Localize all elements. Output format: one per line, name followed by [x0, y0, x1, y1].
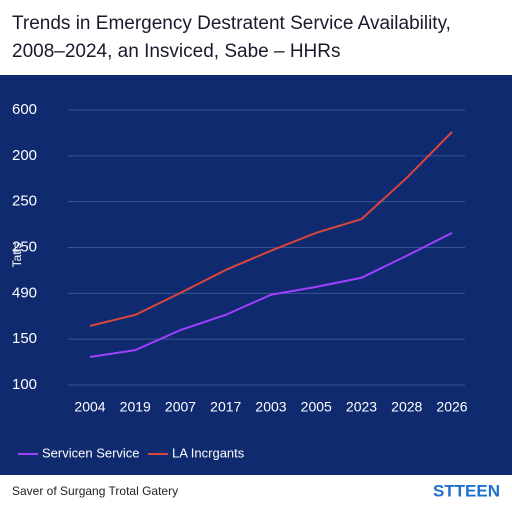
y-tick-label: 250 — [12, 238, 37, 255]
chart-title: Trends in Emergency Destratent Service A… — [12, 13, 451, 34]
x-tick-label: 2017 — [210, 399, 241, 415]
brand: STTEEN — [433, 481, 500, 500]
chart-subtitle: 2008–2024, an Insviced, Sabe – HHRs — [12, 41, 341, 62]
x-tick-label: 2026 — [436, 399, 467, 415]
footer: Saver of Surgang Trotal Gatery — [12, 484, 178, 498]
x-tick-label: 2003 — [255, 399, 286, 415]
x-tick-label: 2019 — [120, 399, 151, 415]
y-tick-label: 490 — [12, 284, 37, 301]
legend-label: Servicen Service — [42, 445, 140, 460]
legend-label: LA Incrgants — [172, 445, 245, 460]
x-tick-label: 2023 — [346, 399, 377, 415]
x-tick-label: 2004 — [74, 399, 105, 415]
y-tick-label: 100 — [12, 376, 37, 393]
x-tick-label: 2005 — [301, 399, 332, 415]
data-line — [89, 231, 453, 359]
y-tick-label: 600 — [12, 101, 37, 118]
x-tick-label: 2007 — [165, 399, 196, 415]
y-tick-label: 250 — [12, 193, 37, 210]
y-tick-label: 150 — [12, 330, 37, 347]
x-tick-label: 2028 — [391, 399, 422, 415]
data-line — [89, 131, 453, 327]
plot-panel — [0, 75, 512, 475]
y-tick-label: 200 — [12, 147, 37, 164]
y-axis-label: Tatis — [10, 243, 24, 268]
